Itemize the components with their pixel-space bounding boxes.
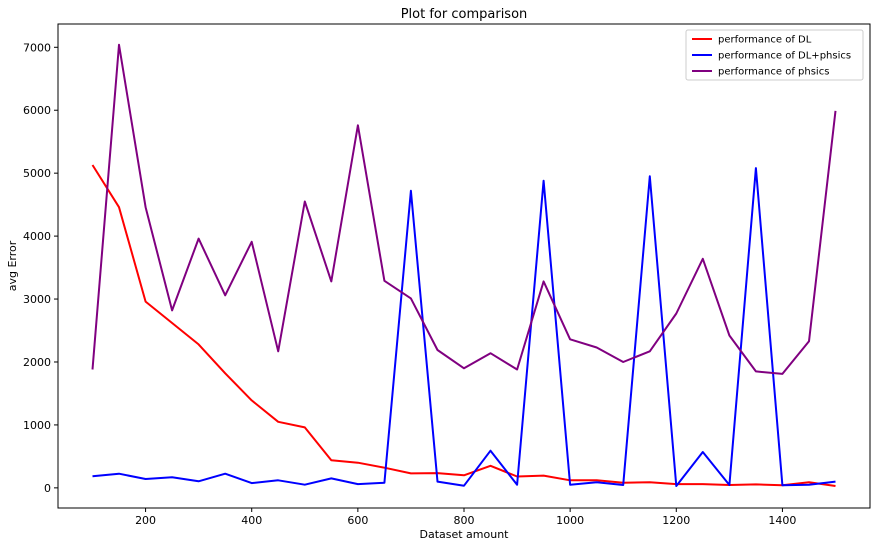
y-axis: 0 1000 2000 3000 4000 5000 6000 7000 bbox=[23, 41, 58, 495]
x-axis-label: Dataset amount bbox=[419, 528, 509, 541]
series-line-2 bbox=[92, 167, 836, 487]
legend-label: performance of phsics bbox=[718, 67, 829, 78]
legend-label: performance of DL+phsics bbox=[718, 51, 851, 62]
series-line-1 bbox=[91, 164, 836, 487]
legend: performance of DL performance of DL+phsic… bbox=[685, 29, 864, 81]
y-tick-label: 5000 bbox=[23, 167, 51, 180]
chart-title: Plot for comparison bbox=[401, 7, 528, 22]
x-tick-label: 1400 bbox=[768, 514, 796, 527]
x-tick-label: 200 bbox=[135, 514, 156, 527]
series-layer bbox=[91, 43, 837, 487]
x-axis: 200 400 600 800 1000 1200 1400 bbox=[135, 508, 796, 527]
x-tick-label: 800 bbox=[454, 514, 475, 527]
y-tick-label: 0 bbox=[44, 482, 51, 495]
y-tick-label: 6000 bbox=[23, 104, 51, 117]
x-tick-label: 1200 bbox=[662, 514, 690, 527]
legend-box bbox=[685, 29, 864, 81]
y-tick-label: 4000 bbox=[23, 230, 51, 243]
series-line-3 bbox=[91, 43, 837, 375]
x-tick-label: 1000 bbox=[556, 514, 584, 527]
y-axis-label: avg Error bbox=[6, 240, 19, 291]
y-tick-label: 3000 bbox=[23, 293, 51, 306]
y-tick-label: 2000 bbox=[23, 356, 51, 369]
y-tick-label: 1000 bbox=[23, 419, 51, 432]
x-tick-label: 600 bbox=[347, 514, 368, 527]
plot-area: 200 400 600 800 1000 1200 1400 0 1000 2000 3000 40… bbox=[23, 23, 871, 527]
y-tick-label: 7000 bbox=[23, 41, 51, 54]
x-tick-label: 400 bbox=[241, 514, 262, 527]
legend-label: performance of DL bbox=[718, 35, 812, 46]
